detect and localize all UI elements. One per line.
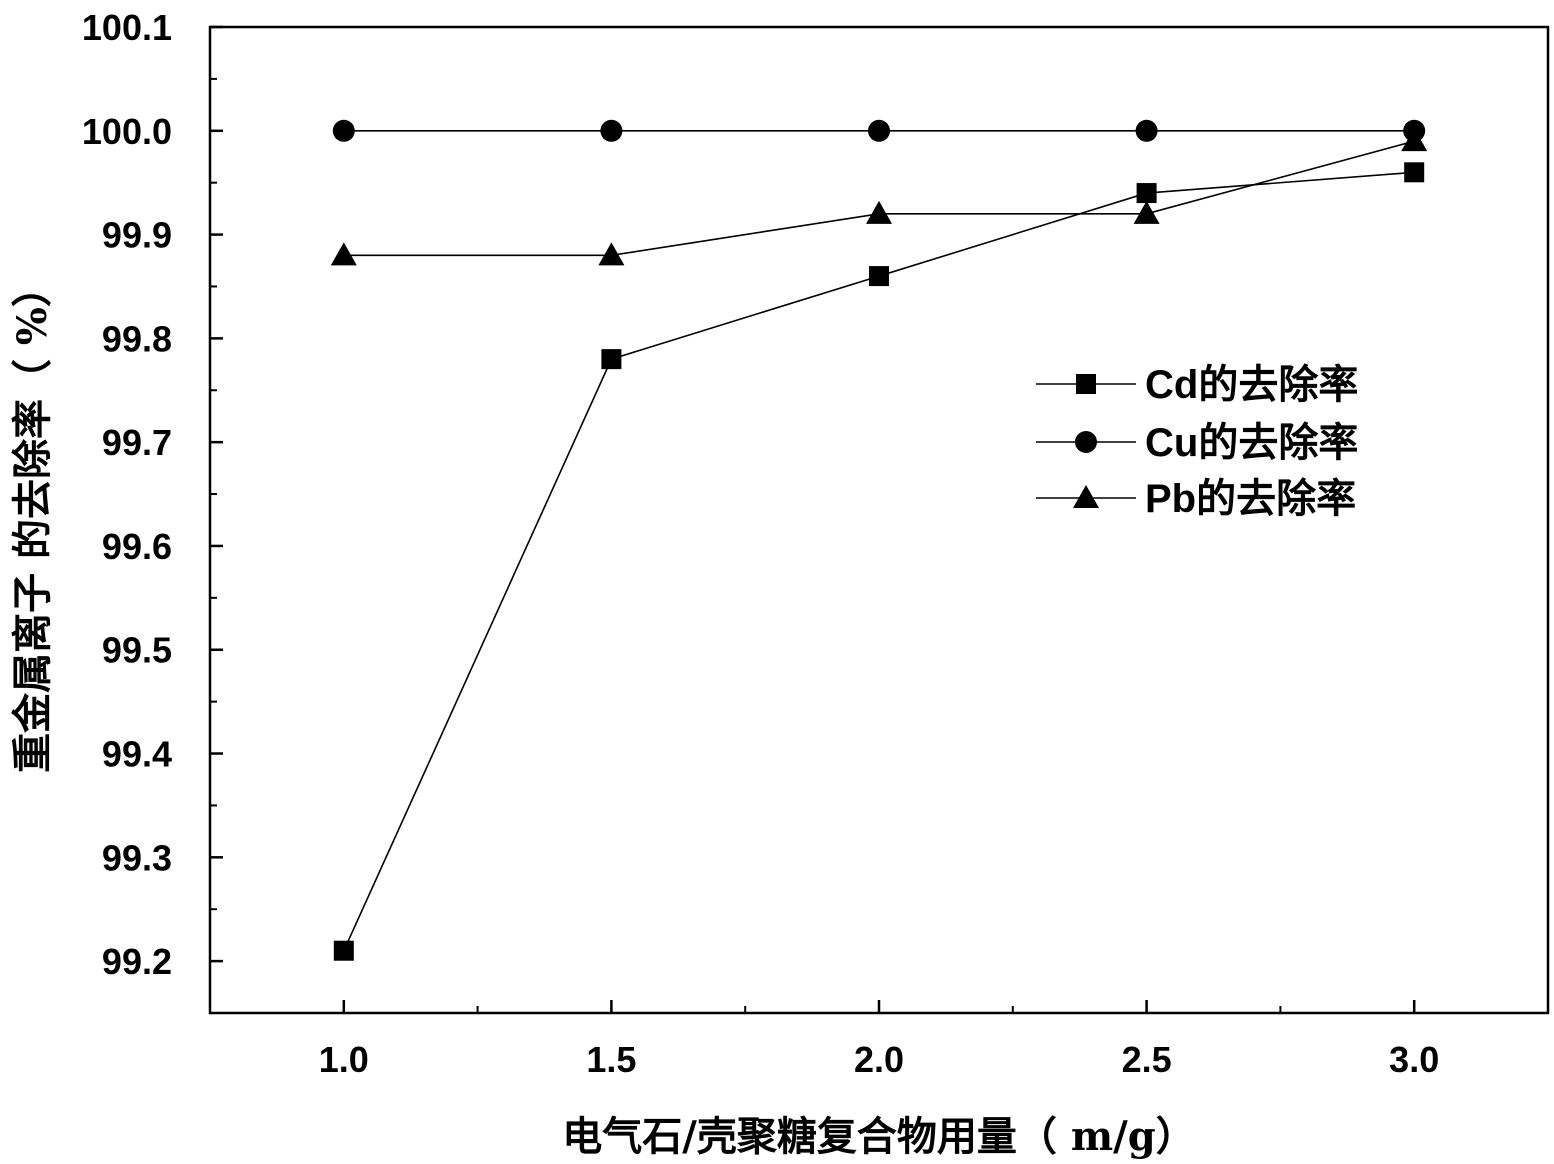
data-point-pb: [1133, 200, 1160, 224]
series-line-cd: [343, 171, 1415, 952]
x-tick-label: 1.5: [586, 1039, 636, 1080]
y-tick-label: 99.5: [102, 630, 172, 671]
y-tick-label: 99.9: [102, 215, 172, 256]
x-tick-label: 2.0: [854, 1039, 904, 1080]
x-tick-label: 3.0: [1389, 1039, 1439, 1080]
legend-label-cd: Cd的去除率: [1145, 363, 1358, 407]
data-point-cd: [333, 940, 354, 961]
y-tick-label: 99.4: [102, 734, 172, 775]
data-point-cu: [332, 119, 355, 142]
legend-marker-cd: [1076, 374, 1096, 394]
y-tick-label: 99.8: [102, 318, 172, 359]
y-tick-label: 99.7: [102, 422, 172, 463]
data-point-pb: [598, 242, 625, 266]
legend-marker-cu: [1075, 431, 1097, 453]
y-axis-title: 重金属离子 的去除率（ %）: [9, 267, 56, 773]
data-point-cu: [600, 119, 623, 142]
data-point-pb: [866, 200, 892, 224]
x-axis-ticks: 1.0 1.5 2.0 2.5 3.0: [209, 1000, 1549, 1080]
x-axis-title: 电气石/壳聚糖复合物用量（ m/g）: [562, 1113, 1195, 1160]
series-layer: [330, 119, 1428, 961]
data-point-cd: [869, 266, 889, 287]
series-line-pb: [343, 140, 1415, 257]
y-axis-ticks: 99.2 99.3 99.4 99.5 99.6 99.7 99.8 99.9 100.0 100…: [82, 7, 223, 1014]
legend: Cd的去除率 Cu的去除率 Pb的去除率: [1036, 363, 1358, 521]
data-point-cd: [601, 349, 622, 370]
data-point-cu: [1135, 119, 1158, 142]
y-tick-label: 100.1: [82, 7, 172, 48]
data-point-cd: [1136, 183, 1157, 204]
x-tick-label: 2.5: [1122, 1039, 1172, 1080]
y-tick-label: 99.6: [102, 526, 172, 567]
data-point-cu: [868, 119, 890, 142]
x-tick-label: 1.0: [319, 1039, 369, 1080]
y-tick-label: 99.3: [102, 837, 172, 878]
legend-marker-pb: [1073, 485, 1099, 508]
legend-label-cu: Cu的去除率: [1145, 421, 1358, 465]
data-point-cd: [1404, 162, 1425, 183]
legend-label-pb: Pb的去除率: [1145, 477, 1356, 521]
y-tick-label: 100.0: [82, 111, 172, 152]
data-point-pb: [1401, 128, 1428, 152]
y-tick-label: 99.2: [102, 941, 172, 982]
data-point-pb: [330, 242, 357, 266]
